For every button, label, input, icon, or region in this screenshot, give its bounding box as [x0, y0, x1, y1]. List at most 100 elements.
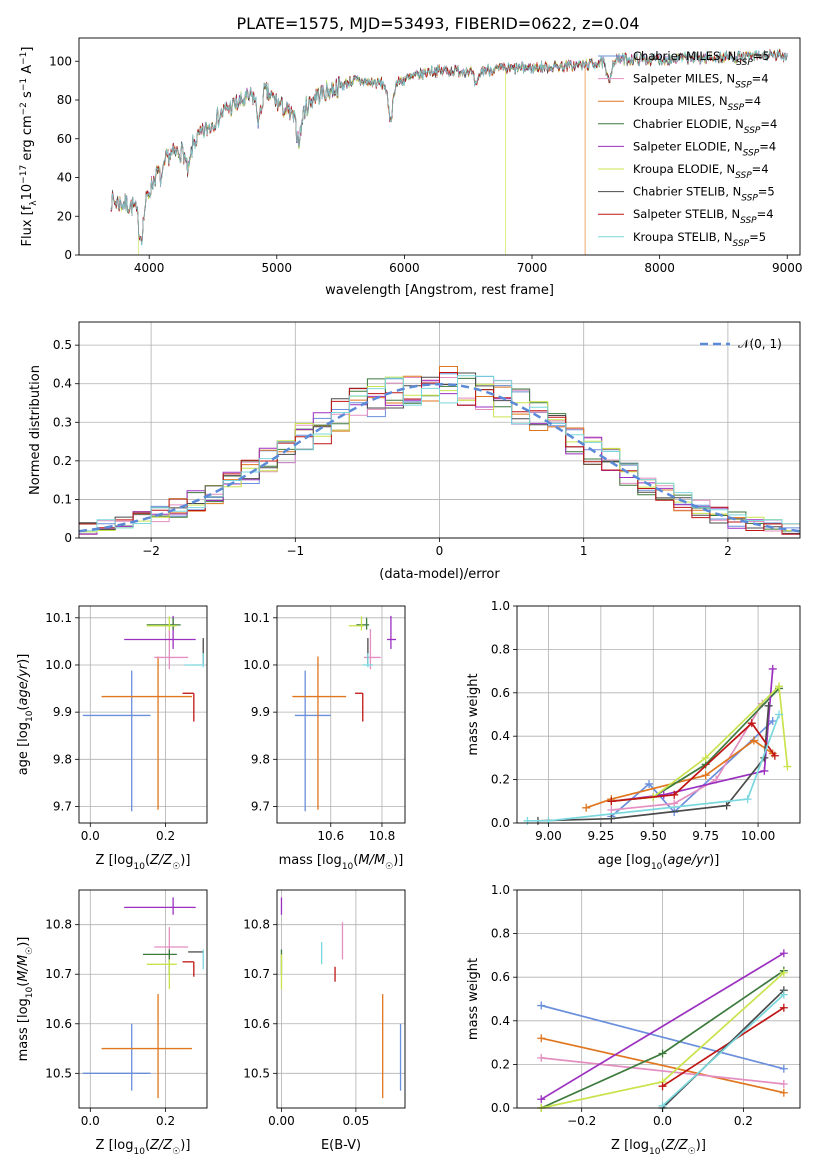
histogram-salpeter-stelib [79, 372, 800, 535]
point-marker [749, 736, 758, 745]
x-axis-label: (data-model)/error [379, 567, 500, 582]
point-marker [779, 968, 788, 977]
errorbar-kroupa-miles [101, 994, 192, 1099]
y-tick-label: 0 [64, 531, 72, 545]
errorbar-chabrier-miles [294, 670, 331, 812]
series-kroupa-miles [537, 1034, 788, 1097]
point-marker [670, 790, 679, 799]
y-axis-label: age [log10(age/yr)] [16, 654, 35, 776]
axes-frame [516, 889, 801, 1109]
errorbar-salpeter-elodie [124, 615, 196, 649]
series-salpeter-stelib [607, 719, 779, 806]
x-axis-label: age [log10(age/yr)] [598, 853, 720, 872]
x-tick-label: 1 [580, 544, 588, 558]
y-tick-label: 10.0 [243, 658, 270, 672]
legend: Chabrier MILES, NSSP=5 Salpeter MILES, NS… [598, 49, 777, 249]
x-tick-label: −0.2 [567, 1114, 596, 1128]
x-tick-label: 10.6 [317, 829, 344, 843]
point-marker [779, 990, 788, 999]
y-axis-label: Normed distribution [28, 365, 43, 495]
y-tick-label: 10.5 [45, 1066, 72, 1080]
y-tick-label: 0.2 [53, 454, 72, 468]
legend-label-chabrier-stelib: Chabrier STELIB, NSSP=5 [633, 185, 775, 204]
series-line [611, 721, 776, 803]
legend-label-kroupa-stelib: Kroupa STELIB, NSSP=5 [633, 230, 766, 249]
errorbars [280, 897, 402, 1099]
age-vs-mass-panel: 10.6 10.8 9.7 9.8 9.9 10.0 10.1 mass [log10(M/M… [243, 605, 406, 872]
y-tick-label: 100 [49, 54, 72, 68]
y-tick-label: 10.0 [45, 658, 72, 672]
weights-vs-Z-panel: −0.2 0.0 0.2 0.0 0.2 0.4 0.6 0.8 1.0 Z [log10(Z/Z… [466, 883, 801, 1157]
axes-frame [78, 605, 208, 824]
x-tick-label: 10.8 [369, 829, 396, 843]
point-marker [607, 814, 616, 823]
x-tick-label: 9.25 [587, 829, 614, 843]
axes-frame [78, 37, 801, 256]
x-tick-label: 0.05 [343, 1114, 370, 1128]
y-axis-label: mass weight [466, 958, 481, 1040]
x-tick-label: 9000 [772, 261, 803, 275]
y-tick-label: 10.8 [45, 918, 72, 932]
x-axis-label: Z [log10(Z/Z☉)] [96, 853, 191, 872]
x-axis-label: Z [log10(Z/Z☉)] [96, 1138, 191, 1157]
legend-label-kroupa-elodie: Kroupa ELODIE, NSSP=4 [633, 162, 769, 181]
y-tick-label: 0.4 [491, 729, 510, 743]
series-line [611, 684, 789, 803]
point-marker [779, 949, 788, 958]
histogram-kroupa-stelib [79, 375, 800, 532]
errorbar-kroupa-stelib [362, 653, 373, 668]
errorbar-salpeter-elodie [387, 615, 397, 649]
axes-frame [78, 889, 208, 1109]
y-tick-label: 10.1 [45, 611, 72, 625]
y-tick-label: 0.5 [53, 338, 72, 352]
y-tick-label: 10.8 [243, 918, 270, 932]
series-chabrier-miles [537, 1001, 788, 1073]
series-kroupa-stelib [658, 990, 788, 1110]
legend-label-salpeter-elodie: Salpeter ELODIE, NSSP=4 [633, 139, 776, 158]
x-tick-label: −1 [286, 544, 304, 558]
errorbar-salpeter-stelib [182, 961, 195, 977]
spectrum-line-kroupa-stelib [110, 50, 788, 246]
x-tick-label: 0.2 [156, 1114, 175, 1128]
series-lines [523, 664, 792, 825]
figure-title: PLATE=1575, MJD=53493, FIBERID=0622, z=0… [236, 14, 639, 33]
legend-label-chabrier-elodie: Chabrier ELODIE, NSSP=4 [633, 117, 777, 136]
y-tick-label: 0.8 [491, 642, 510, 656]
legend-label-kroupa-miles: Kroupa MILES, NSSP=4 [633, 94, 761, 113]
legend-label-salpeter-stelib: Salpeter STELIB, NSSP=4 [633, 207, 774, 226]
axes-frame [276, 889, 406, 1109]
mass-vs-Z-panel: 0.0 0.2 10.5 10.6 10.7 10.8 Z [log10(Z/Z☉)] mas… [16, 889, 208, 1157]
errorbar-kroupa-stelib [184, 653, 204, 668]
y-tick-label: 0.3 [53, 415, 72, 429]
errorbar-kroupa-elodie [348, 616, 365, 631]
point-marker [523, 816, 532, 825]
point-marker [779, 1088, 788, 1097]
point-marker [670, 799, 679, 808]
x-tick-label: 0 [436, 544, 444, 558]
errorbars [82, 615, 204, 812]
y-axis-label: mass [log10(M/M☉)] [16, 937, 35, 1062]
point-marker [701, 771, 710, 780]
errorbar-kroupa-miles [292, 656, 347, 810]
y-tick-label: 10.7 [45, 967, 72, 981]
y-tick-label: 0.4 [53, 377, 72, 391]
point-marker [770, 751, 779, 760]
errorbar-salpeter-miles [154, 629, 189, 670]
point-marker [775, 710, 784, 719]
point-marker [775, 682, 784, 691]
y-tick-label: 0.0 [491, 1101, 510, 1115]
point-marker [607, 805, 616, 814]
spectrum-panel: 4000 5000 6000 7000 8000 9000 0 20 40 60 80 100 wave… [19, 37, 803, 298]
x-tick-label: 5000 [262, 261, 293, 275]
series-line [611, 703, 764, 811]
x-tick-label: 0.2 [156, 829, 175, 843]
x-axis-label: Z [log10(Z/Z☉)] [611, 1138, 706, 1157]
series-line [662, 1006, 785, 1087]
series-salpeter-stelib [658, 1003, 788, 1091]
y-tick-label: 10.7 [243, 967, 270, 981]
series-line [541, 1037, 784, 1094]
y-tick-label: 9.9 [251, 705, 270, 719]
x-tick-label: 2 [724, 544, 732, 558]
point-marker [783, 762, 792, 771]
y-tick-label: 10.1 [243, 611, 270, 625]
